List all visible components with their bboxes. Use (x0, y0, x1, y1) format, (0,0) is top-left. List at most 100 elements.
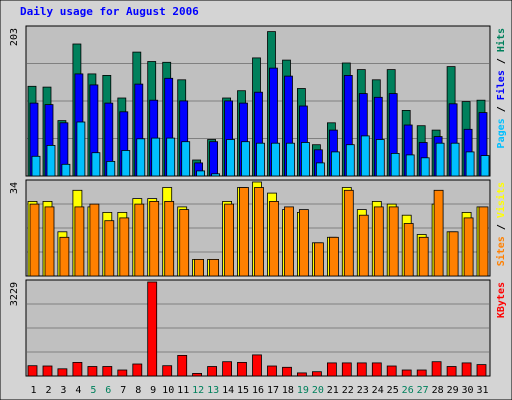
bar-kbytes-day-24 (371, 362, 382, 377)
series-files (29, 67, 488, 177)
bar-sites-day-17 (269, 200, 279, 277)
x-axis-day-labels: 1 2 3 4 5 6 7 8 9 10 11 12 13 14 15 16 17 18 19 20 21 22 23 24 2… (30, 385, 488, 396)
bar-pages-day-24 (375, 139, 385, 177)
bar-pages-day-8 (136, 138, 146, 177)
day-label-22: 22 (342, 385, 354, 396)
legend-entry: / (496, 218, 507, 236)
bar-sites-day-7 (119, 217, 130, 277)
bar-pages-day-13 (211, 173, 221, 177)
legend-entry: KBytes (496, 282, 507, 318)
panel-middle-max-label: 34 (9, 182, 20, 194)
bar-sites-day-6 (104, 220, 115, 277)
day-label-9: 9 (150, 385, 156, 396)
bar-kbytes-day-19 (296, 372, 307, 377)
bar-pages-day-12 (196, 170, 206, 177)
bar-pages-day-2 (46, 144, 56, 177)
bar-kbytes-day-3 (57, 368, 68, 377)
day-label-11: 11 (177, 385, 189, 396)
day-label-6: 6 (105, 385, 111, 396)
day-label-2: 2 (45, 385, 51, 396)
series-sites (29, 187, 489, 277)
bar-kbytes-day-14 (222, 361, 233, 377)
bar-sites-day-15 (239, 187, 249, 277)
bar-kbytes-day-26 (401, 369, 412, 377)
bar-sites-day-1 (29, 203, 40, 277)
day-label-27: 27 (417, 385, 429, 396)
bar-sites-day-12 (194, 258, 205, 277)
bar-pages-day-5 (91, 152, 101, 177)
day-label-12: 12 (192, 385, 204, 396)
bar-pages-day-3 (61, 163, 71, 177)
day-label-29: 29 (447, 385, 459, 396)
day-label-7: 7 (120, 385, 126, 396)
bar-pages-day-6 (106, 160, 116, 177)
bar-sites-day-21 (328, 236, 339, 277)
bar-pages-day-20 (315, 162, 325, 177)
bar-kbytes-day-27 (416, 369, 427, 377)
bar-sites-day-18 (284, 206, 294, 277)
bar-sites-day-24 (373, 206, 384, 277)
bar-kbytes-day-5 (87, 366, 98, 377)
bar-pages-day-29 (450, 142, 460, 177)
bar-kbytes-day-9 (147, 281, 158, 377)
bar-sites-day-26 (403, 223, 414, 277)
bar-pages-day-15 (241, 141, 250, 177)
bar-pages-day-19 (300, 142, 310, 177)
bar-kbytes-day-22 (341, 362, 352, 377)
panel-bottom: 3229 KBytes (9, 279, 507, 377)
legend-entry: / (496, 100, 507, 118)
bar-pages-day-4 (76, 121, 86, 177)
bar-kbytes-day-30 (461, 362, 472, 377)
bar-kbytes-day-7 (117, 369, 128, 377)
bar-kbytes-day-10 (162, 365, 173, 377)
day-label-23: 23 (357, 385, 369, 396)
bar-pages-day-22 (345, 144, 355, 177)
day-label-5: 5 (90, 385, 96, 396)
bar-kbytes-day-15 (237, 361, 247, 377)
bar-sites-day-19 (298, 209, 309, 277)
series-pages (31, 121, 490, 177)
bar-pages-day-11 (181, 141, 191, 177)
bar-kbytes-day-28 (431, 361, 442, 377)
bar-pages-day-26 (405, 154, 415, 177)
bar-kbytes-day-13 (207, 366, 218, 377)
bar-sites-day-3 (59, 236, 70, 277)
day-label-30: 30 (461, 385, 473, 396)
legend-entry: Pages (496, 118, 507, 148)
bar-pages-day-31 (480, 155, 490, 177)
bar-kbytes-day-17 (267, 365, 277, 377)
bar-sites-day-22 (343, 189, 354, 277)
day-label-21: 21 (327, 385, 339, 396)
bar-sites-day-30 (463, 217, 474, 277)
bar-pages-day-16 (256, 142, 265, 177)
bar-pages-day-9 (151, 137, 161, 177)
series-kbytes (27, 281, 487, 377)
day-label-25: 25 (387, 385, 399, 396)
day-label-10: 10 (162, 385, 174, 396)
bar-kbytes-day-23 (356, 362, 367, 377)
bar-sites-day-13 (209, 258, 220, 277)
bar-kbytes-day-18 (282, 366, 292, 377)
bar-sites-day-29 (448, 231, 459, 277)
day-label-15: 15 (237, 385, 249, 396)
bar-kbytes-day-31 (476, 364, 487, 377)
day-label-18: 18 (282, 385, 294, 396)
bar-sites-day-20 (313, 242, 324, 277)
panel-top-max-label: 203 (9, 28, 20, 46)
panel-middle-legend: Sites / Visits (495, 182, 507, 266)
bar-kbytes-day-25 (386, 365, 397, 377)
bar-kbytes-day-4 (72, 361, 83, 377)
panel-bottom-max-label: 3229 (9, 282, 20, 306)
day-label-31: 31 (476, 385, 488, 396)
bar-pages-day-23 (360, 135, 370, 177)
bar-sites-day-5 (89, 203, 100, 277)
chart-title: Daily usage for August 2006 (20, 5, 199, 18)
panel-middle: 34 Sites / Visits (9, 179, 507, 277)
bar-sites-day-10 (164, 200, 175, 277)
day-label-17: 17 (267, 385, 279, 396)
bar-sites-day-4 (74, 206, 85, 277)
bar-pages-day-27 (420, 157, 430, 177)
bar-sites-day-9 (149, 200, 160, 277)
